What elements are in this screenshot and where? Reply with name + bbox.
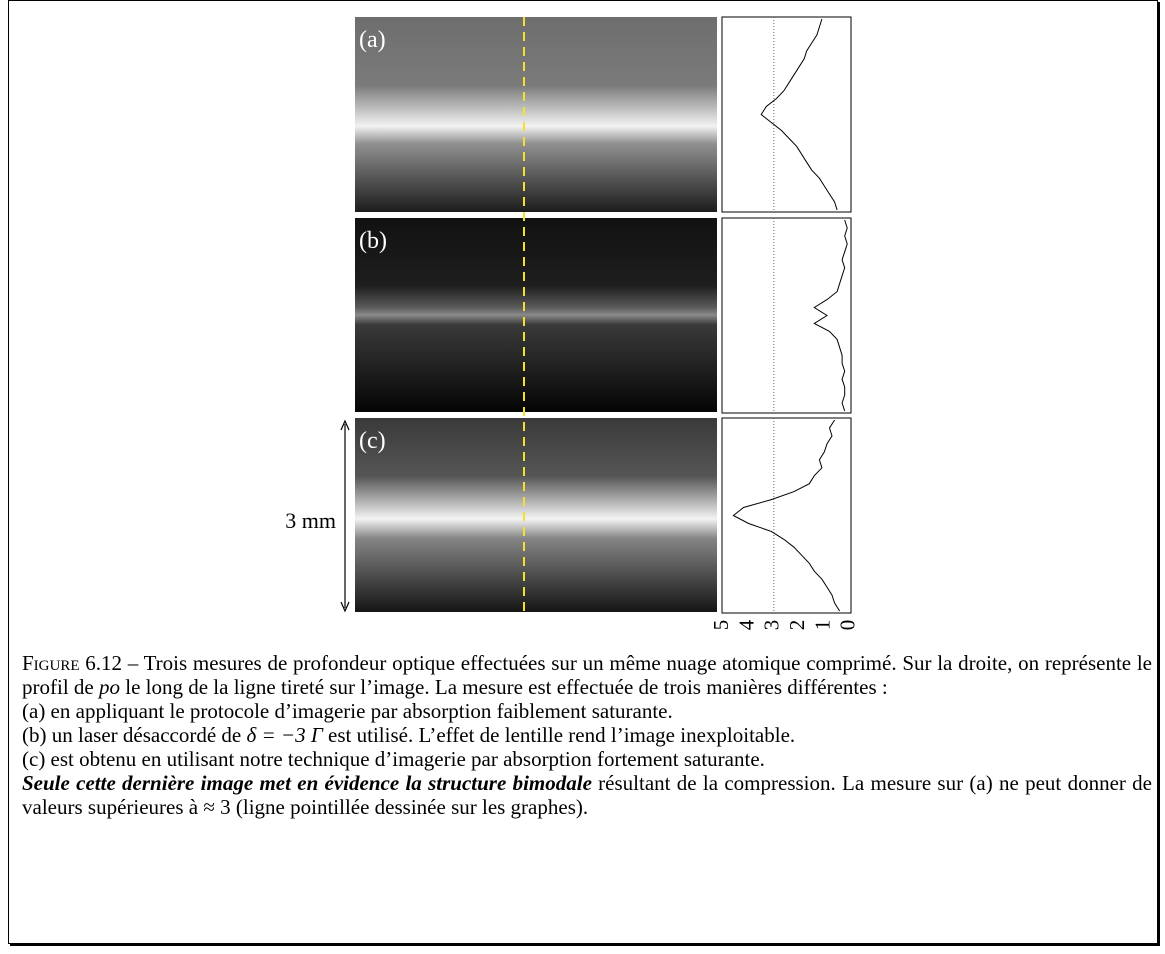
x-tick-label: 1 — [810, 620, 834, 631]
image-a — [355, 17, 717, 212]
x-tick-label: 5 — [709, 620, 733, 631]
profile — [760, 18, 838, 211]
figure-label: Figure 6.12 – — [22, 651, 139, 675]
profile-frame — [721, 417, 852, 614]
caption: Figure 6.12 – Trois mesures de profondeu… — [22, 651, 1152, 819]
text: po — [98, 675, 120, 699]
panel-label: (a) — [359, 27, 386, 53]
caption-intro: Figure 6.12 – Trois mesures de profondeu… — [22, 651, 1152, 699]
scale-label: 3 mm — [285, 508, 336, 533]
math: ≈ 3 — [203, 795, 231, 819]
x-tick-label: 2 — [785, 620, 809, 631]
text: Trois mesures de profondeur optique effe… — [22, 651, 1152, 699]
arrow-heads — [340, 419, 350, 613]
text: est utilisé. L’effet de lentille rend l’… — [322, 723, 796, 747]
text: le long de la ligne tireté sur l’image. … — [119, 675, 888, 699]
image-c — [355, 418, 717, 612]
profile-frame — [721, 217, 852, 414]
item: (a) en appliquant le protocole d’imageri… — [22, 699, 673, 723]
math: δ = −3 Γ — [246, 723, 323, 747]
profile — [813, 219, 848, 412]
text: (b) un laser désaccordé de — [22, 723, 247, 747]
figure-frame — [8, 0, 1158, 944]
image-b — [355, 218, 717, 412]
item: (b) un laser désaccordé de δ = −3 Γ est … — [22, 723, 1152, 747]
emphasis: Seule cette dernière image met en éviden… — [22, 771, 592, 795]
panel-label: (b) — [359, 228, 387, 254]
item: (c) est obtenu en utilisant notre techni… — [22, 747, 765, 771]
profile — [732, 419, 841, 612]
profile-frame — [721, 16, 852, 213]
x-tick-label: 0 — [836, 620, 860, 631]
text: (ligne pointillée dessinée sur les graph… — [230, 795, 589, 819]
x-tick-label: 3 — [760, 620, 784, 631]
figure: 3 mm (a) (b) (c) 5 4 3 2 1 0 — [285, 16, 860, 631]
conclusion: Seule cette dernière image met en éviden… — [22, 771, 1152, 819]
x-tick-label: 4 — [734, 619, 758, 630]
panel-label: (c) — [359, 428, 386, 454]
text: résultant de la compression. La mesure s… — [22, 771, 1152, 819]
